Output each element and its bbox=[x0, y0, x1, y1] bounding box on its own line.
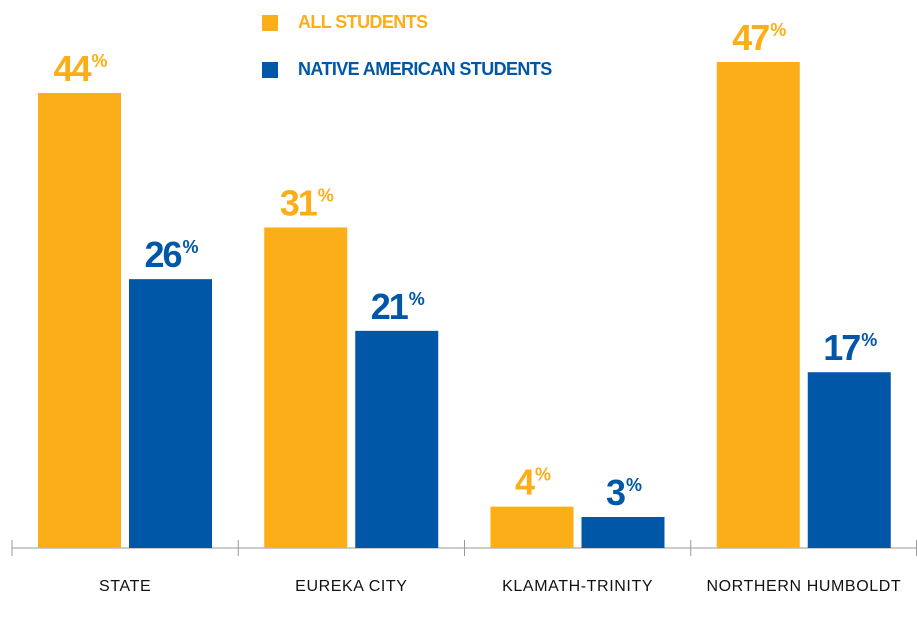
x-tick-label: NORTHERN HUMBOLDT bbox=[706, 578, 902, 595]
value-label: 3% bbox=[606, 472, 642, 513]
legend-swatch bbox=[262, 62, 278, 78]
bar bbox=[38, 93, 121, 549]
bar bbox=[264, 227, 348, 548]
legend-label: ALL STUDENTS bbox=[298, 12, 428, 32]
bar bbox=[581, 516, 665, 548]
value-label: 44% bbox=[53, 48, 107, 89]
bar bbox=[716, 62, 800, 548]
legend-label: NATIVE AMERICAN STUDENTS bbox=[298, 59, 552, 79]
bar bbox=[490, 506, 574, 548]
value-label: 26% bbox=[144, 234, 198, 275]
x-tick-label: STATE bbox=[99, 578, 152, 595]
bar bbox=[129, 279, 212, 548]
value-label: 47% bbox=[732, 17, 786, 58]
x-tick-label: KLAMATH-TRINITY bbox=[502, 578, 654, 595]
value-label: 17% bbox=[823, 327, 877, 368]
bar bbox=[807, 372, 891, 548]
value-label: 4% bbox=[515, 462, 551, 503]
x-tick-label: EUREKA CITY bbox=[295, 578, 408, 595]
value-label: 31% bbox=[280, 182, 334, 223]
value-label: 21% bbox=[371, 286, 425, 327]
legend-swatch bbox=[262, 15, 278, 31]
bar bbox=[355, 330, 439, 548]
